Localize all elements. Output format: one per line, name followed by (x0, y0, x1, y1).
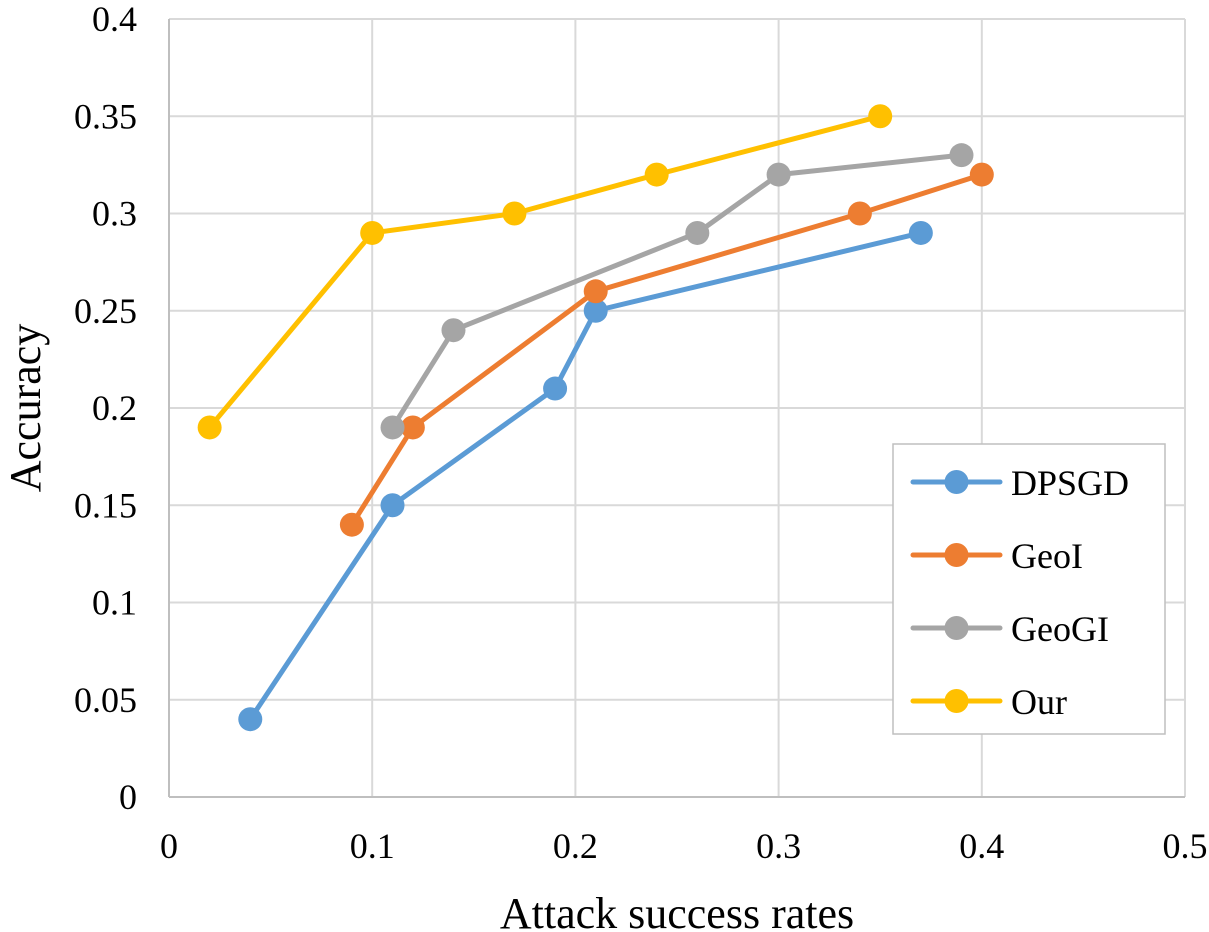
legend-item-geogi: GeoGI (910, 609, 1109, 649)
x-tick-label: 0.3 (756, 826, 801, 866)
x-tick-label: 0 (160, 826, 178, 866)
legend-label: GeoGI (1011, 609, 1109, 649)
data-point-dpsgd (908, 220, 933, 245)
tick-labels: 0 0.1 0.2 0.3 0.4 0.5 0 0.05 0.1 0.15 0.2 0.25 0.3 0.… (74, 0, 1208, 866)
y-tick-label: 0.3 (92, 194, 137, 234)
legend-label: DPSGD (1011, 463, 1129, 503)
y-tick-label: 0.05 (74, 680, 137, 720)
legend-label: GeoI (1011, 536, 1083, 576)
data-point-dpsgd (543, 376, 568, 401)
data-point-geoi (339, 512, 364, 537)
y-tick-label: 0.4 (92, 0, 137, 39)
series-dpsgd (238, 220, 933, 732)
data-point-geogi (441, 318, 466, 343)
axes (168, 19, 1185, 798)
legend: DPSGD GeoI GeoGI Our (892, 443, 1166, 735)
y-tick-label: 0.2 (92, 388, 137, 428)
legend-item-our: Our (910, 682, 1067, 722)
y-tick-label: 0.15 (74, 485, 137, 525)
data-point-dpsgd (238, 707, 263, 732)
data-point-our (197, 415, 222, 440)
data-point-geogi (380, 415, 405, 440)
data-point-geoi (583, 279, 608, 304)
data-point-geoi (969, 162, 994, 187)
legend-swatch-marker (944, 689, 969, 713)
series-line-geoi (349, 172, 985, 528)
data-point-geoi (847, 201, 872, 226)
legend-swatch-marker (944, 616, 969, 640)
legend-label: Our (1011, 682, 1067, 722)
data-point-our (360, 220, 385, 245)
series (197, 104, 994, 732)
y-tick-label: 0.1 (92, 583, 137, 623)
data-point-geoi (400, 415, 425, 440)
legend-item-geoi: GeoI (910, 536, 1083, 576)
data-point-geogi (685, 220, 710, 245)
data-point-dpsgd (583, 298, 608, 323)
x-tick-label: 0.5 (1163, 826, 1208, 866)
legend-item-dpsgd: DPSGD (910, 463, 1129, 503)
legend-box (892, 443, 1166, 735)
data-point-our (644, 162, 669, 187)
y-tick-label: 0 (119, 777, 137, 817)
series-geoi (339, 162, 994, 537)
x-tick-label: 0.4 (959, 826, 1004, 866)
x-tick-label: 0.2 (553, 826, 598, 866)
legend-swatch-marker (944, 470, 969, 494)
y-tick-label: 0.25 (74, 291, 137, 331)
x-axis-title: Attack success rates (500, 889, 854, 932)
data-point-dpsgd (380, 493, 405, 518)
data-point-our (868, 104, 893, 129)
data-point-our (502, 201, 527, 226)
series-geogi (380, 143, 974, 440)
y-tick-label: 0.35 (74, 96, 137, 136)
series-our (197, 104, 893, 440)
legend-swatch-marker (944, 543, 969, 567)
x-tick-label: 0.1 (350, 826, 395, 866)
data-point-geogi (949, 143, 974, 168)
data-point-geogi (766, 162, 791, 187)
y-axis-title: Accuracy (1, 324, 50, 493)
grid (169, 18, 1186, 797)
